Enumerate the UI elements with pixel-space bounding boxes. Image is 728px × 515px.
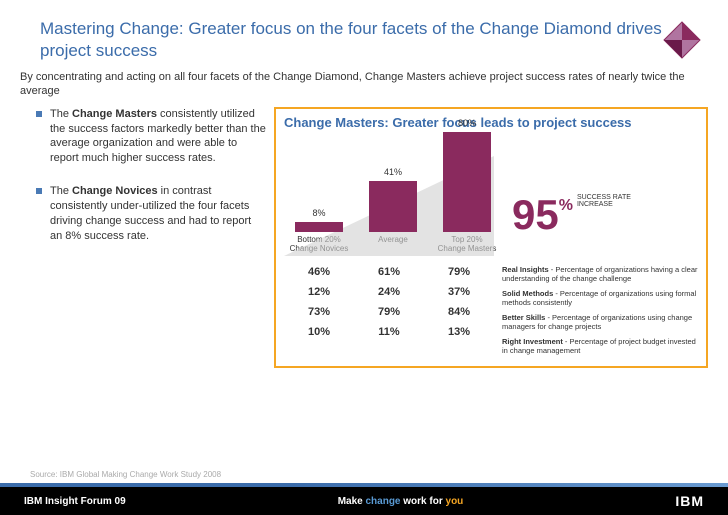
table-cell: 46% bbox=[284, 262, 354, 282]
bullet-1: The Change Masters consistently utilized… bbox=[36, 107, 266, 166]
content-row: The Change Masters consistently utilized… bbox=[0, 107, 728, 368]
desc-bold: Solid Methods bbox=[502, 289, 553, 298]
table-cell: 10% bbox=[284, 322, 354, 342]
table-cell: 11% bbox=[354, 322, 424, 342]
bar-value: 41% bbox=[384, 167, 402, 177]
ibm-logo-icon: IBM bbox=[675, 493, 704, 509]
table-cell: 61% bbox=[354, 262, 424, 282]
footer: IBM Insight Forum 09 Make change work fo… bbox=[0, 487, 728, 515]
desc-bold: Real Insights bbox=[502, 265, 549, 274]
desc-bold: Right Investment bbox=[502, 337, 563, 346]
bullet-bold: Change Masters bbox=[72, 108, 157, 120]
bullet-bold: Change Novices bbox=[72, 185, 158, 197]
table-row-desc: Solid Methods - Percentage of organizati… bbox=[502, 286, 698, 310]
data-table: 46% 12% 73% 10% 61% 24% 79% 11% 79% 37% bbox=[284, 262, 698, 358]
bar-chart: 8% Bottom 20%Change Novices 41% Average … bbox=[284, 136, 502, 256]
chart-title: Change Masters: Greater focus leads to p… bbox=[284, 115, 698, 130]
table-row-desc: Real Insights - Percentage of organizati… bbox=[502, 262, 698, 286]
headline-number: 95% bbox=[512, 194, 573, 236]
source-line: Source: IBM Global Making Change Work St… bbox=[30, 470, 221, 479]
table-cell: 37% bbox=[424, 282, 494, 302]
bar-value: 80% bbox=[458, 118, 476, 128]
chart-panel: Change Masters: Greater focus leads to p… bbox=[274, 107, 708, 368]
tagline-text: Make bbox=[338, 496, 366, 507]
table-descriptions: Real Insights - Percentage of organizati… bbox=[494, 262, 698, 358]
table-cell: 73% bbox=[284, 302, 354, 322]
table-cell: 12% bbox=[284, 282, 354, 302]
stat-value: 95 bbox=[512, 194, 559, 236]
table-cell: 84% bbox=[424, 302, 494, 322]
desc-bold: Better Skills bbox=[502, 313, 545, 322]
table-row-desc: Better Skills - Percentage of organizati… bbox=[502, 310, 698, 334]
stat-pct: % bbox=[559, 198, 573, 214]
tagline-accent: you bbox=[446, 496, 464, 507]
slide-subtitle: By concentrating and acting on all four … bbox=[0, 70, 728, 107]
bullet-2: The Change Novices in contrast consisten… bbox=[36, 184, 266, 243]
table-row-desc: Right Investment - Percentage of project… bbox=[502, 334, 698, 358]
table-cell: 24% bbox=[354, 282, 424, 302]
bar: 41% bbox=[369, 181, 417, 232]
bar: 80% bbox=[443, 132, 491, 232]
bullet-text: The bbox=[50, 185, 72, 197]
table-cell: 79% bbox=[354, 302, 424, 322]
bullet-square-icon bbox=[36, 111, 42, 117]
left-column: The Change Masters consistently utilized… bbox=[36, 107, 266, 368]
tagline-text: work for bbox=[401, 496, 446, 507]
bar-value: 8% bbox=[312, 208, 325, 218]
table-col: 79% 37% 84% 13% bbox=[424, 262, 494, 358]
headline-stat: 95% SUCCESS RATEINCREASE bbox=[512, 194, 631, 256]
table-cell: 13% bbox=[424, 322, 494, 342]
table-cell: 79% bbox=[424, 262, 494, 282]
diamond-icon bbox=[660, 18, 704, 62]
table-numbers: 46% 12% 73% 10% 61% 24% 79% 11% 79% 37% bbox=[284, 262, 494, 358]
stat-caption: SUCCESS RATEINCREASE bbox=[577, 194, 631, 209]
table-col: 61% 24% 79% 11% bbox=[354, 262, 424, 358]
bullet-text: The bbox=[50, 108, 72, 120]
tagline-accent: change bbox=[365, 496, 400, 507]
footer-left: IBM Insight Forum 09 bbox=[24, 496, 126, 507]
slide: Mastering Change: Greater focus on the f… bbox=[0, 0, 728, 515]
bullet-square-icon bbox=[36, 188, 42, 194]
chart-row: 8% Bottom 20%Change Novices 41% Average … bbox=[284, 136, 698, 256]
slide-title: Mastering Change: Greater focus on the f… bbox=[0, 0, 728, 70]
footer-tagline: Make change work for you bbox=[126, 496, 676, 507]
table-col: 46% 12% 73% 10% bbox=[284, 262, 354, 358]
bar: 8% bbox=[295, 222, 343, 232]
